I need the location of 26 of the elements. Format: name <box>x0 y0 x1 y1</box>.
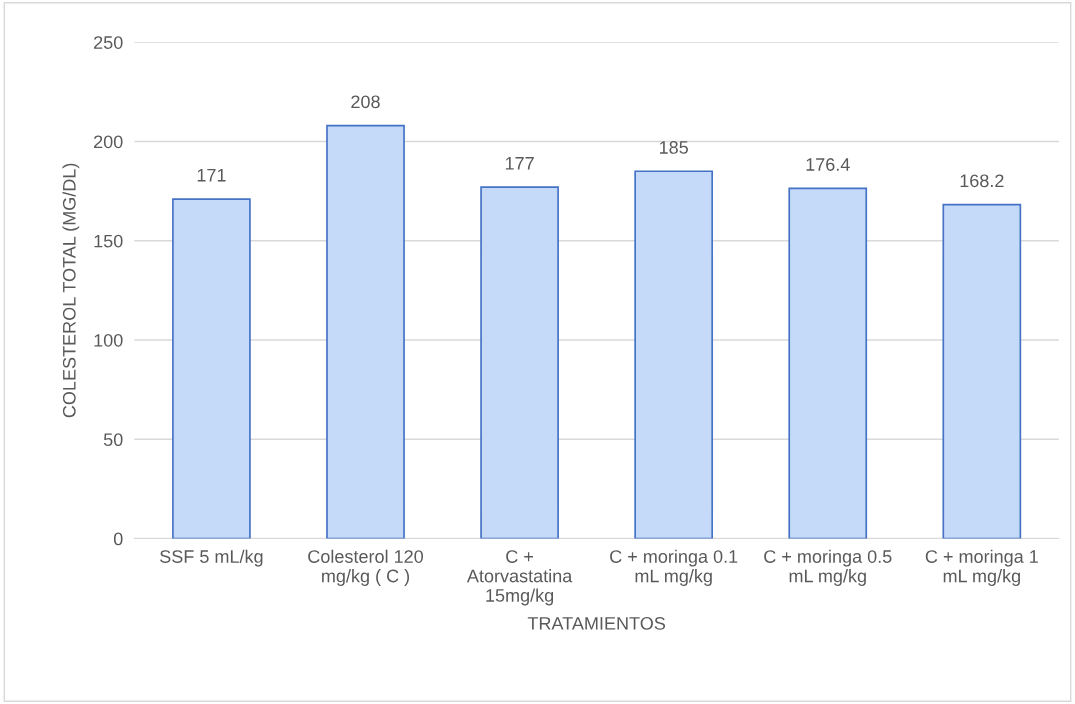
data-label: 176.4 <box>806 158 850 171</box>
x-tick-label: C + moringa 0.1 mL mg/kg <box>610 549 738 586</box>
data-label: 168.2 <box>960 174 1004 188</box>
data-label: 208 <box>351 95 380 109</box>
x-tick-label: C + Atorvastatina 15mg/kg <box>466 550 573 606</box>
y-tick-label: 50 <box>103 433 123 447</box>
y-axis-title: COLESTEROL TOTAL (MG/DL) <box>62 163 80 418</box>
y-tick-label: 0 <box>113 532 123 546</box>
y-tick-label: 150 <box>94 234 123 248</box>
x-axis-title: TRATAMIENTOS <box>527 616 666 630</box>
y-tick-label: 200 <box>94 135 123 149</box>
x-tick-label: Colesterol 120 mg/kg ( C ) <box>308 549 424 586</box>
data-label: 177 <box>505 157 534 170</box>
x-tick-label: C + moringa 0.5 mL mg/kg <box>764 549 892 586</box>
x-tick-label: SSF 5 mL/kg <box>160 549 263 567</box>
bar <box>480 186 559 539</box>
bar <box>788 187 868 539</box>
data-label: 185 <box>659 141 688 154</box>
x-tick-label: C + moringa 1 mL mg/kg <box>925 549 1038 586</box>
y-tick-label: 100 <box>94 333 123 347</box>
bar <box>326 124 405 539</box>
bar <box>634 170 714 539</box>
y-tick-label: 250 <box>94 36 123 49</box>
bar <box>172 198 251 539</box>
bar <box>942 203 1022 539</box>
data-label: 171 <box>197 169 226 182</box>
